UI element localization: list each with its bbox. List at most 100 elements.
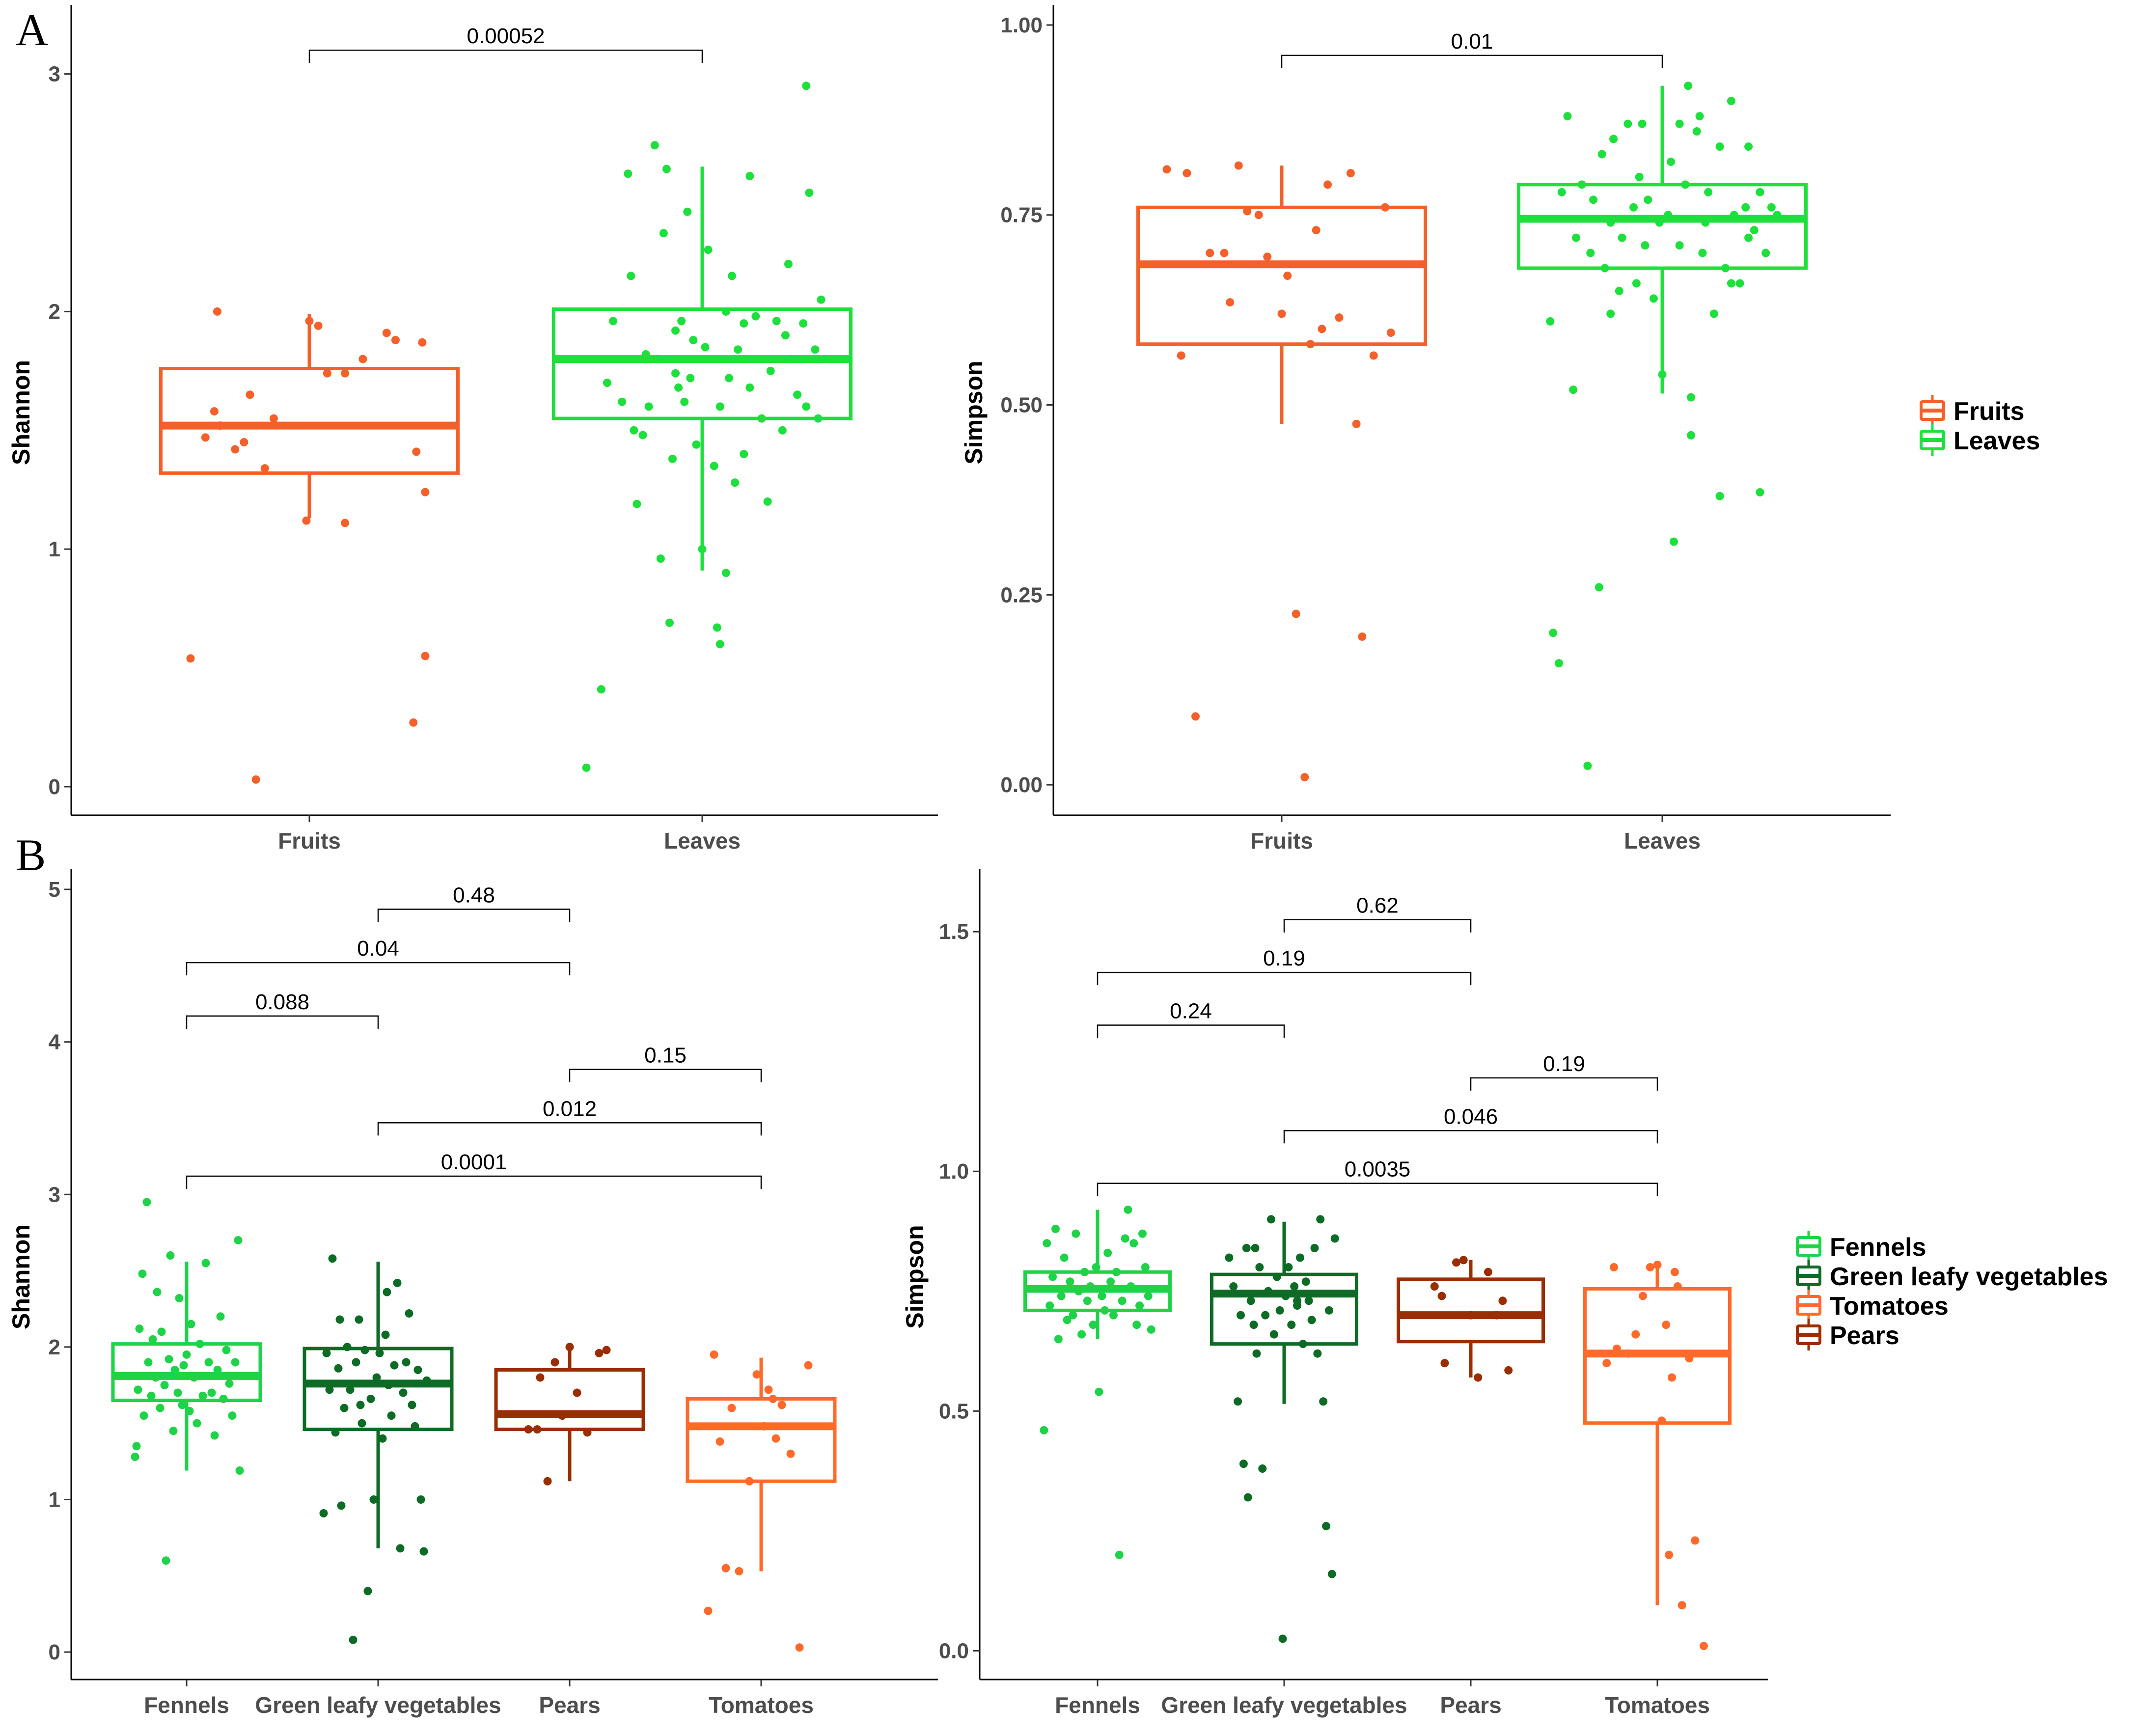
data-point bbox=[1744, 233, 1753, 242]
data-point bbox=[1243, 1493, 1252, 1502]
box-iqr bbox=[303, 1347, 454, 1432]
data-point bbox=[139, 1411, 148, 1420]
box-iqr bbox=[1517, 183, 1808, 270]
data-point bbox=[156, 1404, 165, 1412]
data-point bbox=[1669, 537, 1678, 546]
data-point bbox=[335, 1315, 344, 1324]
legend-item-leaves[interactable]: Leaves bbox=[1920, 424, 2040, 456]
data-point bbox=[1577, 180, 1586, 189]
data-point bbox=[260, 464, 269, 473]
legend-item-fruits[interactable]: Fruits bbox=[1920, 395, 2024, 426]
p-value-label: 0.0001 bbox=[441, 1150, 507, 1174]
x-tick-label-fennels: Fennels bbox=[1055, 1692, 1140, 1718]
data-point bbox=[1583, 761, 1592, 770]
data-point bbox=[595, 1349, 604, 1357]
data-point bbox=[817, 295, 825, 304]
data-point bbox=[349, 1635, 358, 1644]
data-point bbox=[1115, 1550, 1124, 1559]
data-point bbox=[1665, 1550, 1674, 1559]
data-point bbox=[1124, 1205, 1132, 1214]
data-point bbox=[686, 374, 695, 383]
data-point bbox=[1602, 1359, 1611, 1368]
data-point bbox=[1229, 1282, 1238, 1291]
data-point bbox=[1698, 248, 1707, 257]
data-point bbox=[1089, 1321, 1098, 1329]
data-point bbox=[1730, 211, 1738, 220]
data-point bbox=[1327, 1570, 1336, 1578]
data-point bbox=[1678, 1601, 1686, 1610]
box-iqr bbox=[1397, 1277, 1545, 1344]
data-point bbox=[805, 189, 814, 197]
data-point bbox=[1586, 248, 1595, 257]
data-point bbox=[1074, 1287, 1083, 1295]
data-point bbox=[182, 1350, 191, 1359]
data-point bbox=[781, 331, 790, 340]
x-tick-label-leaves: Leaves bbox=[664, 828, 741, 854]
data-point bbox=[1206, 248, 1214, 257]
data-point bbox=[1498, 1296, 1507, 1305]
box-iqr bbox=[159, 367, 460, 475]
data-point bbox=[1295, 1253, 1304, 1262]
data-point bbox=[1048, 1272, 1057, 1281]
legend-item-pears[interactable]: Pears bbox=[1796, 1319, 1899, 1350]
legend-item-fennels[interactable]: Fennels bbox=[1796, 1231, 1926, 1262]
data-point bbox=[393, 1278, 402, 1287]
data-point bbox=[134, 1385, 142, 1394]
data-point bbox=[1261, 1311, 1270, 1320]
data-point bbox=[142, 1198, 151, 1207]
data-point bbox=[1057, 1292, 1066, 1300]
significance-bracket: 0.088 bbox=[186, 990, 379, 1029]
data-point bbox=[745, 172, 754, 181]
data-point bbox=[1744, 142, 1753, 151]
x-tick-label-leaves: Leaves bbox=[1624, 828, 1701, 854]
data-point bbox=[153, 1288, 162, 1296]
data-point bbox=[305, 317, 314, 326]
data-point bbox=[1234, 1397, 1242, 1406]
data-point bbox=[157, 1327, 166, 1336]
data-point bbox=[650, 141, 659, 150]
data-point bbox=[1597, 150, 1606, 159]
data-point bbox=[713, 623, 721, 632]
legend-item-green-leafy-vegetables[interactable]: Green leafy vegetables bbox=[1796, 1260, 2108, 1292]
data-point bbox=[1118, 1296, 1127, 1305]
data-point bbox=[751, 312, 760, 321]
data-point bbox=[1638, 119, 1647, 128]
legend-item-tomatoes[interactable]: Tomatoes bbox=[1796, 1290, 1949, 1321]
data-point bbox=[1632, 279, 1641, 288]
p-value-label: 0.088 bbox=[255, 990, 309, 1014]
data-point bbox=[1452, 1258, 1460, 1267]
bracket-line bbox=[1470, 1077, 1658, 1091]
data-point bbox=[323, 369, 331, 378]
data-point bbox=[1761, 248, 1770, 257]
data-point bbox=[1606, 218, 1615, 227]
data-point bbox=[228, 1411, 237, 1420]
p-value-label: 0.04 bbox=[357, 937, 399, 961]
data-point bbox=[757, 414, 766, 423]
data-point bbox=[727, 1404, 736, 1412]
data-point bbox=[704, 1606, 713, 1615]
data-point bbox=[269, 414, 278, 423]
data-point bbox=[793, 390, 802, 399]
data-point bbox=[627, 272, 635, 280]
p-value-label: 0.012 bbox=[543, 1097, 597, 1121]
data-point bbox=[1750, 226, 1759, 235]
data-point bbox=[710, 1350, 718, 1359]
data-point bbox=[1685, 1354, 1694, 1363]
data-point bbox=[1323, 180, 1332, 189]
data-point bbox=[1352, 419, 1361, 428]
legend-label: Leaves bbox=[1953, 427, 2040, 455]
data-point bbox=[764, 1385, 773, 1394]
data-point bbox=[413, 1365, 422, 1374]
data-point bbox=[1045, 1301, 1054, 1310]
data-point bbox=[346, 1385, 355, 1394]
legend-label: Tomatoes bbox=[1830, 1292, 1949, 1321]
data-point bbox=[235, 1466, 244, 1475]
significance-bracket: 0.01 bbox=[1281, 29, 1663, 68]
data-point bbox=[210, 407, 219, 416]
data-point bbox=[1741, 203, 1750, 212]
data-point bbox=[802, 82, 811, 90]
data-point bbox=[653, 355, 662, 363]
data-point bbox=[169, 1427, 178, 1435]
